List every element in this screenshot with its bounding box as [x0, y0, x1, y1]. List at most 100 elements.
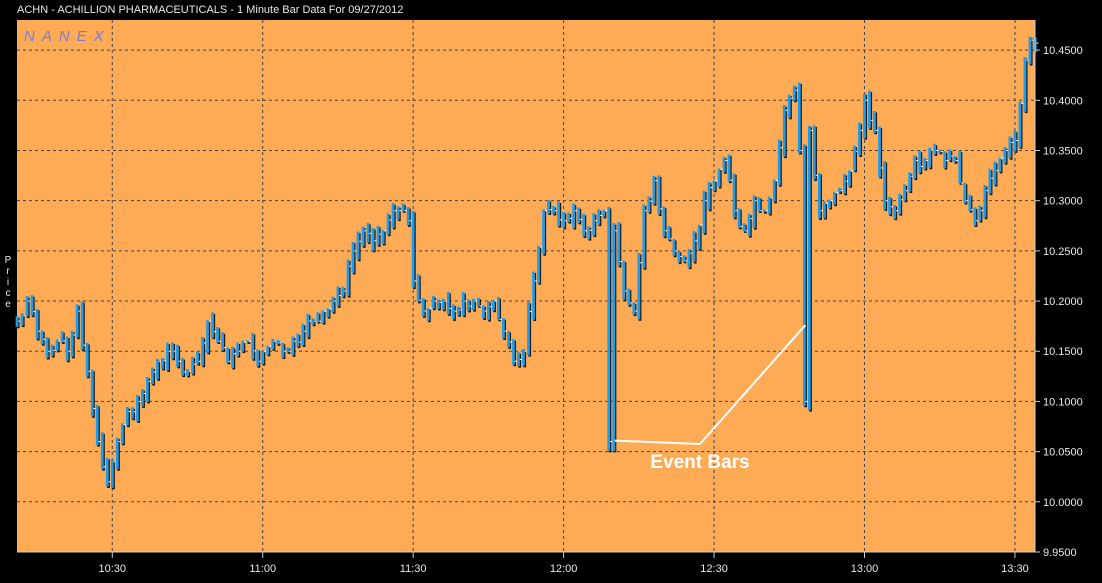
price-bar: [366, 222, 370, 243]
price-bar: [396, 206, 400, 220]
price-bar: [572, 203, 576, 229]
price-bar: [216, 326, 219, 343]
price-bar: [125, 406, 129, 426]
price-bar: [436, 299, 440, 309]
price-bar: [15, 316, 19, 327]
price-bar: [988, 168, 992, 194]
price-bar: [20, 313, 24, 326]
price-bar: [386, 213, 390, 235]
price-bar: [25, 295, 29, 317]
price-bar: [893, 205, 896, 219]
price-bar: [792, 85, 796, 101]
price-bar: [191, 356, 194, 374]
price-bar: [627, 288, 631, 306]
price-bar: [85, 342, 89, 377]
price-bar: [50, 344, 54, 357]
price-bar: [918, 150, 922, 173]
price-bar: [80, 301, 84, 350]
price-bar: [522, 348, 525, 366]
price-bar: [532, 271, 535, 320]
price-bar: [772, 179, 776, 202]
price-bar: [647, 196, 651, 213]
window-title: ACHN - ACHILLION PHARMACEUTICALS - 1 Min…: [0, 0, 1102, 20]
x-tick-label: 10:30: [99, 563, 127, 575]
price-bar: [341, 286, 345, 297]
price-bar: [140, 389, 144, 407]
price-bar: [476, 297, 480, 307]
price-bar: [181, 358, 184, 376]
price-bar: [276, 339, 280, 345]
price-bar: [346, 259, 350, 297]
price-bar: [732, 173, 736, 218]
price-bar: [722, 156, 726, 173]
price-bar: [838, 187, 841, 193]
price-bar: [211, 312, 214, 338]
price-bar: [151, 367, 154, 385]
price-bar: [682, 255, 686, 262]
price-bar: [607, 206, 611, 451]
price-bar: [983, 184, 987, 218]
price-bar: [186, 369, 189, 376]
annotation-label: Event Bars: [650, 452, 749, 473]
price-bar: [241, 340, 245, 352]
y-tick-label: 10.4000: [1043, 95, 1083, 107]
price-bar: [1023, 57, 1027, 112]
event-bars-annotation: Event Bars: [614, 324, 807, 473]
price-bar: [662, 206, 666, 237]
price-bar: [311, 318, 315, 325]
price-bar: [833, 191, 836, 205]
price-bar: [752, 195, 756, 229]
price-bar: [527, 301, 530, 356]
price-bar: [55, 339, 59, 351]
price-bar: [60, 331, 64, 343]
price-bar: [426, 308, 430, 321]
price-bar: [958, 150, 962, 184]
price-bar: [742, 223, 746, 232]
price-bar: [727, 154, 731, 182]
price-bar: [286, 347, 290, 353]
price-bar: [115, 437, 119, 470]
y-tick-label: 10.0500: [1043, 447, 1083, 459]
price-bar: [562, 211, 565, 228]
price-bar: [326, 308, 330, 318]
price-bar: [782, 105, 786, 157]
price-bar: [858, 122, 861, 156]
price-bar: [908, 172, 912, 192]
price-bar: [401, 203, 405, 212]
price-bar: [497, 297, 500, 320]
price-bar: [376, 225, 380, 246]
price-bar: [948, 149, 952, 161]
price-bar: [672, 238, 676, 256]
price-bar: [943, 151, 947, 169]
price-bar: [120, 423, 124, 444]
price-bar: [777, 139, 781, 186]
price-bar: [823, 201, 826, 219]
price-bar: [406, 207, 410, 226]
price-bar: [321, 310, 325, 324]
price-bar: [978, 205, 982, 222]
price-bar: [461, 292, 465, 316]
y-tick-label: 10.3000: [1043, 196, 1083, 208]
price-bar: [587, 226, 591, 240]
y-tick-label: 10.4500: [1043, 45, 1083, 57]
price-bar: [251, 332, 255, 360]
price-bar: [812, 125, 816, 180]
price-bar: [542, 209, 545, 255]
price-bar: [456, 306, 460, 316]
price-bar: [166, 342, 169, 371]
price-bar: [65, 336, 69, 361]
price-bar: [100, 432, 104, 470]
y-tick-label: 10.1000: [1043, 396, 1083, 408]
price-bar: [296, 333, 300, 347]
price-bar: [747, 213, 751, 237]
price-bar: [517, 352, 520, 367]
price-bar: [481, 305, 485, 319]
price-bar: [622, 260, 626, 300]
annotation-pointer: [699, 324, 807, 445]
price-bar: [30, 295, 34, 316]
price-bar: [702, 190, 706, 234]
price-bar: [1008, 136, 1012, 159]
price-bar: [416, 274, 420, 302]
price-bar: [171, 342, 174, 359]
